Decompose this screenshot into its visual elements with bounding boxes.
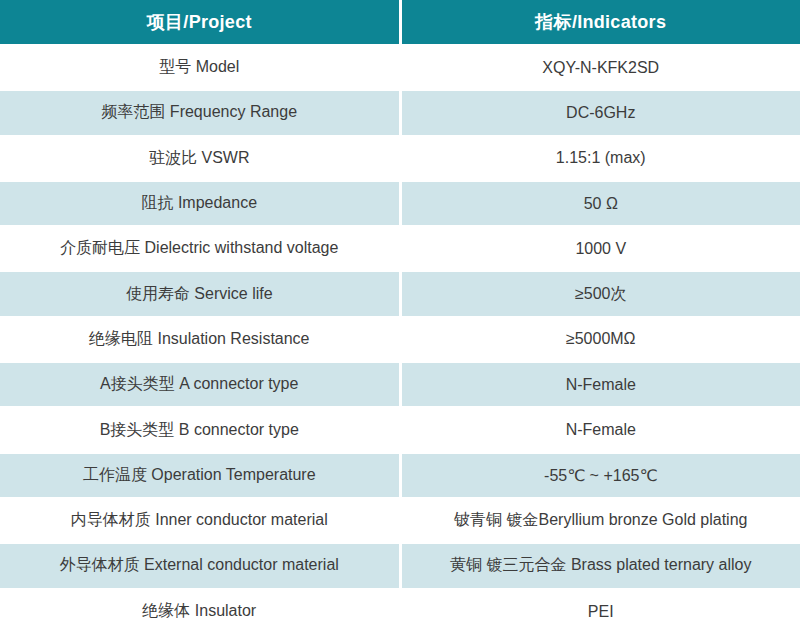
indicator-cell: N-Female <box>400 407 800 452</box>
indicator-cell: DC-6GHz <box>400 90 800 135</box>
project-cell: 绝缘体 Insulator <box>0 589 400 634</box>
indicator-cell: N-Female <box>400 362 800 407</box>
project-cell: B接头类型 B connector type <box>0 407 400 452</box>
table-row: 绝缘体 InsulatorPEI <box>0 589 800 634</box>
indicator-cell: 1.15:1 (max) <box>400 136 800 181</box>
project-cell: A接头类型 A connector type <box>0 362 400 407</box>
project-cell: 频率范围 Frequency Range <box>0 90 400 135</box>
indicator-cell: 50 Ω <box>400 181 800 226</box>
table-row: 使用寿命 Service life≥500次 <box>0 271 800 316</box>
indicator-cell: ≥5000MΩ <box>400 317 800 362</box>
project-cell: 阻抗 Impedance <box>0 181 400 226</box>
project-cell: 工作温度 Operation Temperature <box>0 453 400 498</box>
indicator-cell: 1000 V <box>400 226 800 271</box>
table-row: 外导体材质 External conductor material黄铜 镀三元合… <box>0 543 800 588</box>
table-row: 阻抗 Impedance50 Ω <box>0 181 800 226</box>
table-row: 型号 ModelXQY-N-KFK2SD <box>0 45 800 90</box>
indicator-cell: XQY-N-KFK2SD <box>400 45 800 90</box>
project-cell: 使用寿命 Service life <box>0 271 400 316</box>
project-cell: 外导体材质 External conductor material <box>0 543 400 588</box>
project-cell: 介质耐电压 Dielectric withstand voltage <box>0 226 400 271</box>
indicator-cell: 黄铜 镀三元合金 Brass plated ternary alloy <box>400 543 800 588</box>
table-row: 工作温度 Operation Temperature-55℃ ~ +165℃ <box>0 453 800 498</box>
header-cell-indicators: 指标/Indicators <box>400 0 800 45</box>
indicator-cell: PEI <box>400 589 800 634</box>
header-row: 项目/Project 指标/Indicators <box>0 0 800 45</box>
table-row: 频率范围 Frequency RangeDC-6GHz <box>0 90 800 135</box>
indicator-cell: -55℃ ~ +165℃ <box>400 453 800 498</box>
spec-table: 项目/Project 指标/Indicators 型号 ModelXQY-N-K… <box>0 0 800 634</box>
spec-table-body: 型号 ModelXQY-N-KFK2SD频率范围 Frequency Range… <box>0 45 800 634</box>
indicator-cell: ≥500次 <box>400 271 800 316</box>
table-row: B接头类型 B connector typeN-Female <box>0 407 800 452</box>
project-cell: 驻波比 VSWR <box>0 136 400 181</box>
table-row: 介质耐电压 Dielectric withstand voltage1000 V <box>0 226 800 271</box>
table-row: 绝缘电阻 Insulation Resistance≥5000MΩ <box>0 317 800 362</box>
table-row: A接头类型 A connector typeN-Female <box>0 362 800 407</box>
header-cell-project: 项目/Project <box>0 0 400 45</box>
spec-table-header: 项目/Project 指标/Indicators <box>0 0 800 45</box>
project-cell: 绝缘电阻 Insulation Resistance <box>0 317 400 362</box>
indicator-cell: 铍青铜 镀金Beryllium bronze Gold plating <box>400 498 800 543</box>
project-cell: 型号 Model <box>0 45 400 90</box>
table-row: 驻波比 VSWR1.15:1 (max) <box>0 136 800 181</box>
project-cell: 内导体材质 Inner conductor material <box>0 498 400 543</box>
table-row: 内导体材质 Inner conductor material铍青铜 镀金Bery… <box>0 498 800 543</box>
